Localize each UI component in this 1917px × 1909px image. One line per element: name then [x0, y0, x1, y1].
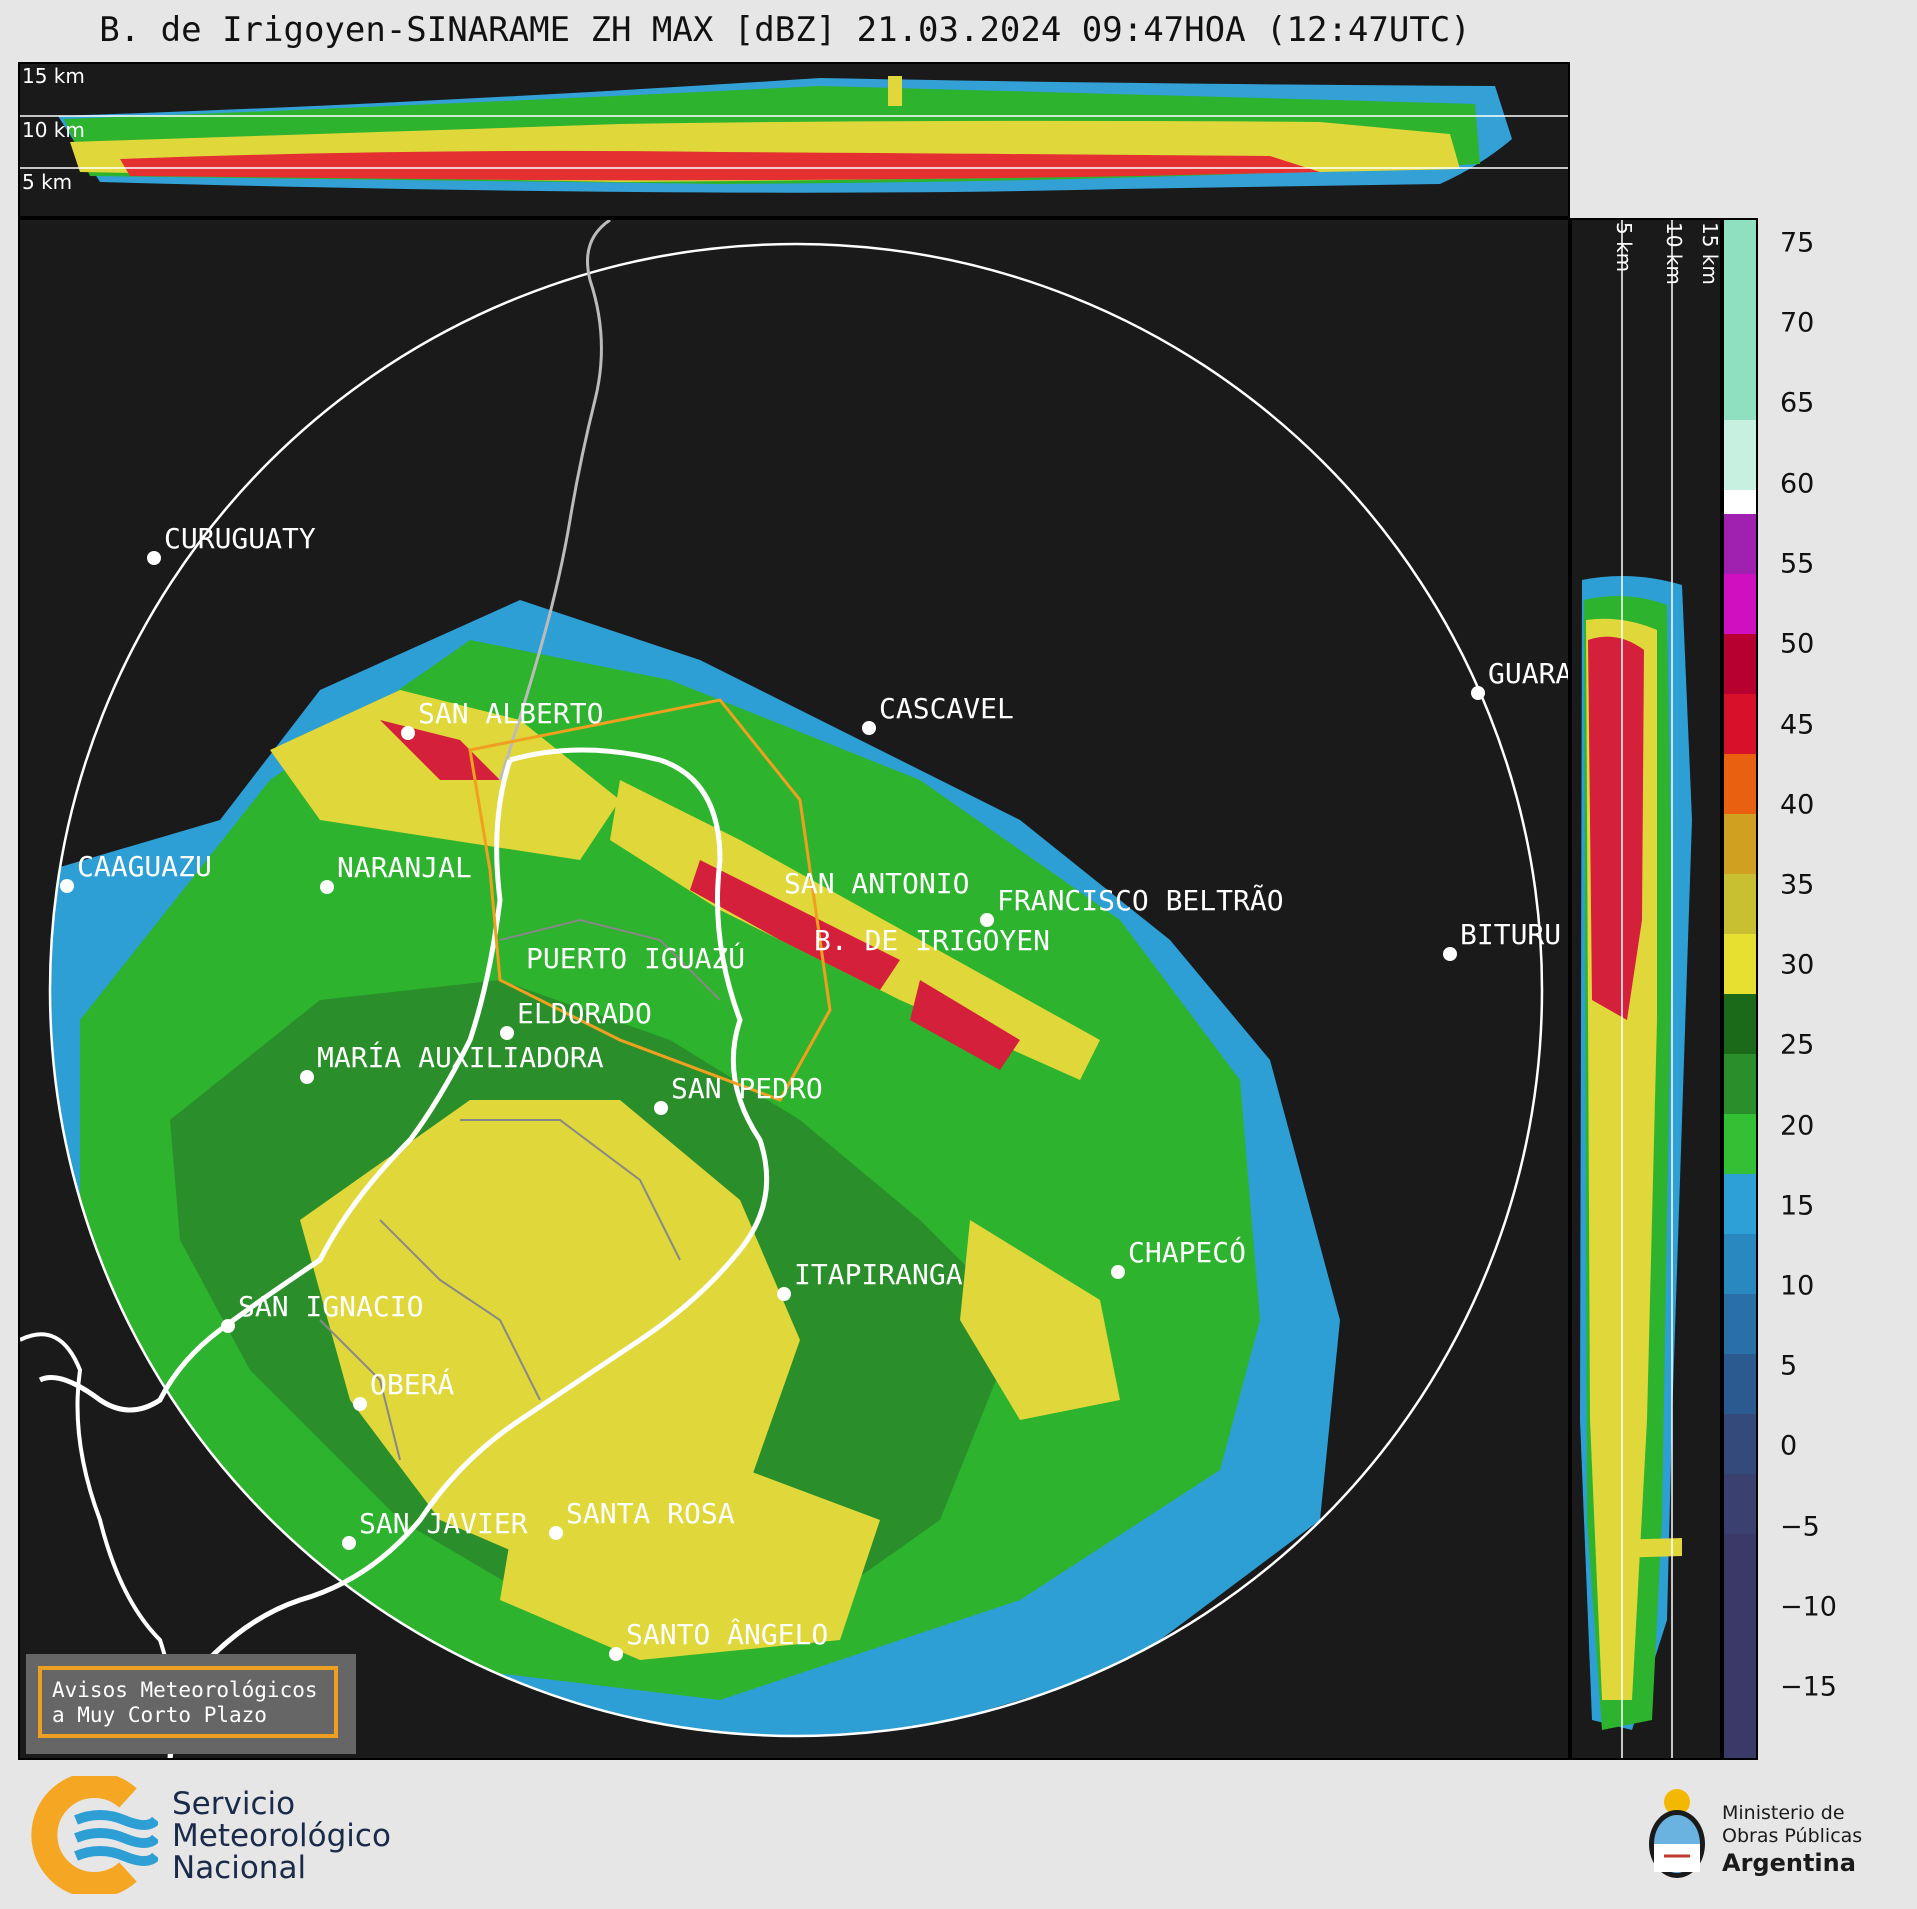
warning-polygon	[468, 698, 832, 1102]
top-height-label-10km: 10 km	[22, 118, 85, 142]
city-label: MARÍA AUXILIADORA	[317, 1041, 604, 1074]
city-label: SAN PEDRO	[671, 1072, 823, 1105]
top-echo-profile	[58, 76, 1512, 193]
city-dot	[221, 1319, 235, 1333]
ministry-line3: Argentina	[1722, 1849, 1856, 1877]
city-label: PUERTO IGUAZÚ	[526, 942, 746, 975]
city-label: B. DE IRIGOYEN	[814, 924, 1051, 957]
border-line-north	[498, 220, 611, 781]
city-label: BITURU	[1460, 918, 1562, 951]
city-label: SANTA ROSA	[566, 1497, 735, 1530]
department-borders	[319, 918, 721, 1461]
radar-range-ring	[48, 242, 1544, 1738]
colorbar-tick: 70	[1780, 307, 1815, 339]
city-label: CASCAVEL	[879, 692, 1014, 725]
colorbar-tick: 20	[1780, 1110, 1815, 1142]
colorbar-tick: 0	[1780, 1430, 1798, 1462]
ministry-line2: Obras Públicas	[1722, 1825, 1863, 1847]
radar-map-panel: CURUGUATY SAN ALBERTO CASCAVEL CAAGUAZU …	[18, 218, 1570, 1760]
city-dot	[147, 551, 161, 565]
warning-legend-line2: a Muy Corto Plazo	[52, 1703, 267, 1727]
top-height-label-5km: 5 km	[22, 170, 73, 194]
colorbar-tick: 30	[1780, 949, 1815, 981]
city-label: FRANCISCO BELTRÃO	[997, 884, 1284, 917]
map-title: B. de Irigoyen-SINARAME ZH MAX [dBZ] 21.…	[99, 10, 1471, 50]
side-echo-profile	[1580, 576, 1692, 1730]
top-cross-section-panel: 15 km 10 km 5 km	[18, 62, 1570, 218]
smn-wordmark: Servicio Meteorológico Nacional	[172, 1788, 391, 1884]
smn-line3: Nacional	[172, 1850, 307, 1886]
colorbar-tick: −10	[1780, 1591, 1837, 1623]
city-label: GUARA	[1488, 657, 1570, 690]
ministry-line1: Ministerio de	[1722, 1802, 1845, 1824]
city-dot	[609, 1647, 623, 1661]
colorbar-tick: −15	[1780, 1671, 1837, 1703]
argentina-coat-of-arms-icon	[1649, 1789, 1705, 1878]
city-dot	[320, 880, 334, 894]
side-height-label-15km: 15 km	[1698, 222, 1722, 285]
city-label: CHAPECÓ	[1128, 1236, 1247, 1269]
city-dot	[353, 1397, 367, 1411]
dbz-colorbar	[1722, 218, 1758, 1760]
colorbar-tick: 5	[1780, 1350, 1798, 1382]
city-dot	[862, 721, 876, 735]
city-dot	[777, 1287, 791, 1301]
city-label: SAN ALBERTO	[418, 697, 604, 730]
colorbar-tick: 40	[1780, 789, 1815, 821]
colorbar-tick: 15	[1780, 1190, 1815, 1222]
colorbar-tick: 65	[1780, 387, 1815, 419]
side-cross-section-panel: 5 km 10 km 15 km	[1570, 218, 1722, 1760]
smn-line2: Meteorológico	[172, 1818, 391, 1854]
city-dot	[654, 1101, 668, 1115]
city-label: SANTO ÂNGELO	[626, 1618, 829, 1651]
city-label: SAN JAVIER	[359, 1507, 528, 1540]
colorbar-tick: −5	[1780, 1511, 1820, 1543]
city-label: SAN ANTONIO	[784, 867, 970, 900]
city-label: NARANJAL	[337, 851, 472, 884]
reflectivity-field	[50, 600, 1340, 1736]
colorbar-tick: 35	[1780, 869, 1815, 901]
city-label: CURUGUATY	[164, 522, 316, 555]
colorbar-tick: 25	[1780, 1029, 1815, 1061]
city-dot	[1443, 947, 1457, 961]
colorbar-tick: 10	[1780, 1270, 1815, 1302]
colorbar-tick: 55	[1780, 548, 1815, 580]
warning-legend-line1: Avisos Meteorológicos	[52, 1678, 318, 1702]
colorbar-tick: 50	[1780, 628, 1815, 660]
colorbar-tick: 60	[1780, 468, 1815, 500]
city-dot	[401, 726, 415, 740]
city-dot	[549, 1526, 563, 1540]
city-label: CAAGUAZU	[77, 850, 212, 883]
smn-logo-icon	[31, 1776, 158, 1894]
city-dot	[60, 879, 74, 893]
smn-logo	[28, 1776, 448, 1894]
side-height-label-5km: 5 km	[1612, 222, 1636, 273]
city-dot	[980, 913, 994, 927]
city-dot	[1111, 1265, 1125, 1279]
warning-legend-box: Avisos Meteorológicos a Muy Corto Plazo	[26, 1654, 356, 1754]
city-dot	[1471, 686, 1485, 700]
warning-legend-frame: Avisos Meteorológicos a Muy Corto Plazo	[38, 1666, 338, 1738]
ministry-wordmark: Ministerio de Obras Públicas Argentina	[1722, 1802, 1862, 1878]
smn-line1: Servicio	[172, 1786, 296, 1822]
city-label: ITAPIRANGA	[794, 1258, 963, 1291]
city-label: ELDORADO	[517, 997, 652, 1030]
city-label: OBERÁ	[370, 1368, 455, 1401]
side-height-label-10km: 10 km	[1662, 222, 1686, 285]
colorbar-tick: 45	[1780, 709, 1815, 741]
city-dot	[342, 1536, 356, 1550]
top-height-label-15km: 15 km	[22, 64, 85, 88]
city-dot	[300, 1070, 314, 1084]
city-label: SAN IGNACIO	[238, 1290, 424, 1323]
colorbar-tick: 75	[1780, 227, 1815, 259]
city-dot	[500, 1026, 514, 1040]
